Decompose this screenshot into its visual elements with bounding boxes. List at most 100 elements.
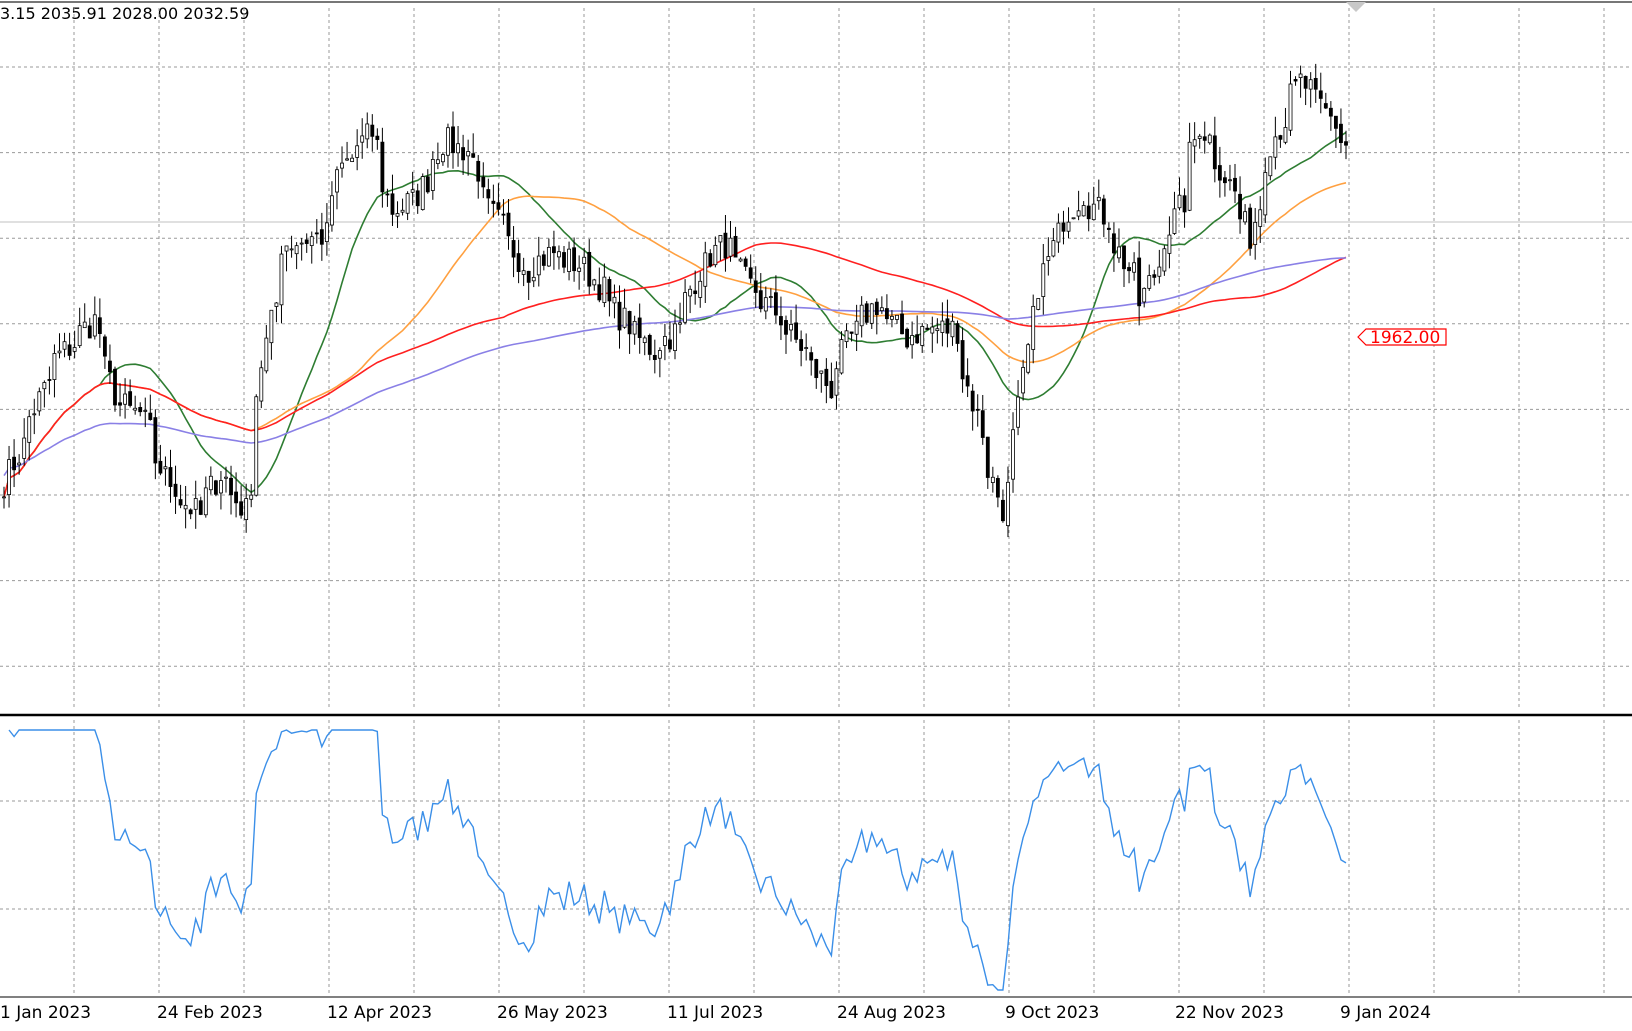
candle-body (92, 314, 97, 337)
candle-body (340, 162, 344, 169)
candle-body (400, 209, 405, 213)
candle-body (683, 292, 688, 323)
candle-body (1132, 262, 1137, 273)
candle-body (466, 151, 471, 157)
candle-body (360, 135, 365, 143)
candle-body (461, 147, 466, 161)
candle-body (183, 504, 188, 510)
candle-body (864, 303, 869, 323)
candle-body (1061, 222, 1066, 232)
ma-100-line (3, 242, 1347, 498)
candle-body (446, 127, 450, 156)
candle-body (476, 160, 481, 182)
candle-body (153, 417, 158, 464)
candle-body (128, 391, 133, 406)
candle-body (900, 313, 904, 335)
candle-body (1122, 245, 1126, 270)
candle-body (284, 245, 289, 252)
candle-body (506, 212, 511, 237)
date-label-7: 22 Nov 2023 (1175, 1003, 1284, 1023)
candle-body (254, 396, 259, 496)
candle-body (728, 237, 733, 257)
candle-body (733, 235, 738, 258)
candle-body (975, 408, 980, 411)
candle-body (1001, 499, 1005, 522)
candle-body (1031, 305, 1036, 350)
candle-body (748, 267, 753, 279)
candle-body (657, 350, 662, 359)
rsi-line (8, 729, 1347, 991)
candle-body (839, 339, 844, 374)
candle-body (627, 311, 632, 335)
candle-body (42, 382, 47, 390)
candle-body (1303, 75, 1308, 89)
candle-body (536, 255, 541, 276)
candle-body (950, 320, 955, 338)
candle-body (67, 344, 72, 356)
candle-body (486, 189, 491, 199)
candle-body (552, 246, 556, 254)
candle-body (995, 478, 1000, 498)
candle-body (1091, 203, 1096, 221)
candle-body (435, 159, 440, 164)
candle-body (1187, 141, 1192, 211)
candle-body (425, 176, 430, 193)
candle-body (395, 213, 400, 217)
candle-body (1071, 217, 1076, 220)
candle-body (1344, 141, 1348, 146)
candle-body (541, 254, 546, 266)
candle-body (829, 380, 834, 399)
candle-body (799, 339, 804, 351)
candle-body (1258, 209, 1263, 227)
candle-body (7, 459, 11, 496)
candle-body (82, 321, 87, 329)
candle-body (890, 315, 894, 320)
candle-body (935, 328, 940, 332)
candle-body (1036, 298, 1041, 310)
candle-body (693, 290, 698, 295)
date-label-6: 9 Oct 2023 (1005, 1003, 1099, 1023)
date-label-5: 24 Aug 2023 (837, 1003, 946, 1023)
candle-body (274, 302, 279, 307)
candle-body (259, 367, 264, 402)
candle-body (501, 213, 506, 216)
candle-body (123, 393, 127, 405)
candle-body (738, 258, 743, 262)
candle-body (289, 248, 294, 251)
candle-body (768, 296, 773, 298)
candle-body (1021, 367, 1026, 394)
candle-body (1202, 136, 1207, 141)
candle-body (163, 466, 168, 470)
candle-body (37, 391, 42, 412)
candle-body (62, 341, 67, 350)
candle-body (57, 350, 62, 354)
candle-body (521, 270, 526, 275)
chart-shift-marker-icon[interactable] (1346, 2, 1366, 12)
date-label-2: 12 Apr 2023 (327, 1003, 432, 1023)
candle-body (557, 251, 561, 258)
candle-body (612, 296, 617, 304)
candle-body (668, 339, 672, 350)
candle-body (930, 326, 935, 334)
oscillator-pane-grid (0, 720, 1632, 995)
candle-body (12, 456, 17, 471)
candle-body (809, 352, 814, 361)
candle-body (673, 323, 677, 351)
candle-body (2, 496, 6, 499)
candle-body (708, 253, 713, 267)
candle-body (370, 124, 375, 137)
candle-body (990, 476, 995, 483)
candle-body (319, 229, 324, 245)
date-label-8: 9 Jan 2024 (1340, 1003, 1431, 1023)
candle-body (980, 410, 985, 438)
candle-body (1076, 210, 1081, 217)
candle-body (1011, 429, 1015, 480)
candle-body (688, 288, 693, 297)
candle-body (1278, 135, 1283, 140)
candle-body (526, 270, 531, 283)
candle-body (471, 153, 476, 158)
candle-body (546, 246, 551, 267)
candle-body (945, 318, 950, 334)
candle-body (239, 501, 244, 516)
